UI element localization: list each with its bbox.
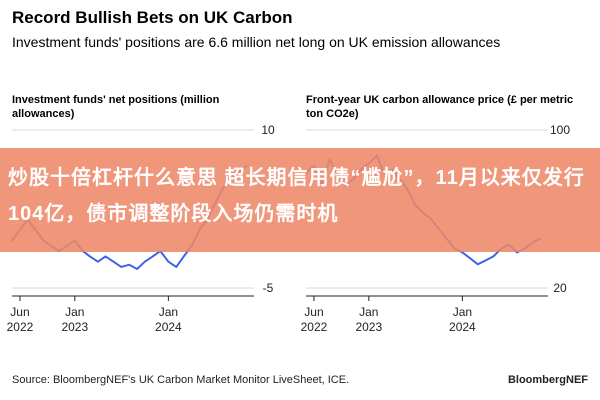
data-point (484, 259, 487, 262)
data-point (469, 257, 472, 260)
chart-subtitle: Investment funds' positions are 6.6 mill… (12, 34, 501, 50)
data-point (492, 255, 495, 258)
chart-title: Record Bullish Bets on UK Carbon (12, 8, 293, 27)
x-tick-label: Jun (10, 305, 29, 319)
x-tick-label: 2024 (155, 320, 182, 334)
x-tick-label: Jan (65, 305, 84, 319)
data-point (167, 260, 170, 263)
data-point (136, 268, 138, 270)
x-tick-label: 2023 (61, 320, 88, 334)
data-point (461, 251, 464, 254)
y-tick-label: 20 (553, 281, 567, 295)
y-tick-label: 10 (261, 123, 275, 137)
x-tick-label: Jun (304, 305, 323, 319)
data-point (516, 251, 518, 254)
data-point (151, 255, 154, 258)
data-point (476, 263, 479, 266)
y-tick-label: -5 (263, 281, 274, 295)
x-tick-label: Jan (453, 305, 472, 319)
source-note: Source: BloombergNEF's UK Carbon Market … (12, 374, 350, 386)
x-tick-label: 2022 (7, 320, 34, 334)
x-tick-label: Jan (159, 305, 178, 319)
overlay-banner-text: 炒股十倍杠杆什么意思 超长期信用债“尴尬”，11月以来仅发行104亿，债市调整阶… (8, 167, 585, 225)
x-tick-label: Jan (359, 305, 378, 319)
x-tick-label: 2023 (355, 320, 382, 334)
overlay-banner (0, 148, 600, 252)
data-point (143, 260, 146, 263)
data-point (97, 260, 99, 263)
panel-title-carbon-price: Front-year UK carbon allowance price (£ … (306, 94, 574, 120)
data-point (120, 266, 123, 268)
panel-title-net-positions: Investment funds' net positions (million… (12, 94, 220, 120)
brand-logo: BloombergNEF (507, 374, 588, 386)
y-tick-label: 100 (550, 123, 570, 137)
data-point (89, 255, 91, 258)
data-point (182, 255, 185, 258)
data-point (112, 260, 115, 263)
x-tick-label: 2022 (301, 320, 328, 334)
x-tick-label: 2024 (449, 320, 476, 334)
data-point (128, 264, 130, 266)
data-point (175, 266, 178, 268)
data-point (104, 255, 107, 258)
